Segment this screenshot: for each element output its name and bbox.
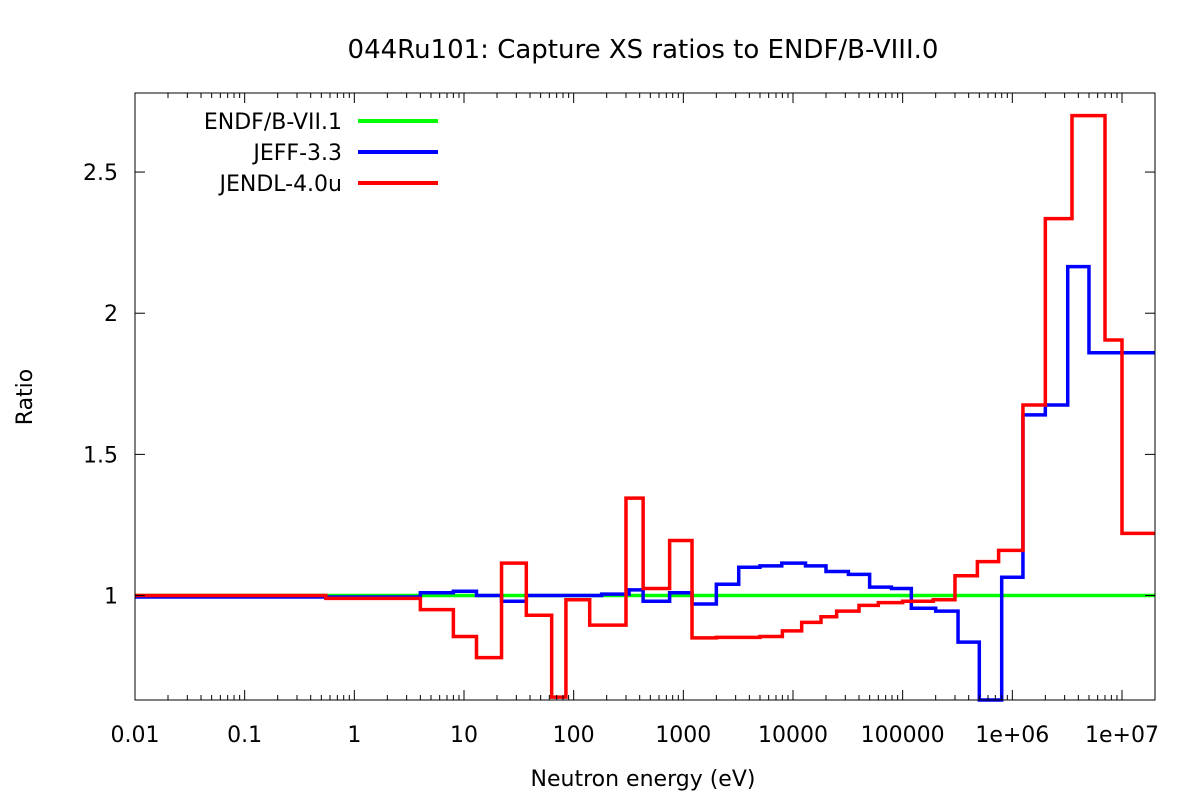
x-tick-label: 1e+07 bbox=[1085, 723, 1159, 748]
y-tick-label: 1 bbox=[104, 585, 118, 610]
x-tick-label: 100000 bbox=[861, 723, 945, 748]
series-layer bbox=[135, 113, 1155, 702]
plot-frame bbox=[134, 92, 1156, 701]
x-axis-ticks: 0.01 0.1 1 10 100 1000 10000 100000 1e+06 1e+07 bbox=[111, 93, 1159, 748]
x-tick-label: 1e+06 bbox=[975, 723, 1049, 748]
x-tick-label: 1 bbox=[347, 723, 361, 748]
x-axis-label: Neutron energy (eV) bbox=[531, 767, 756, 792]
series-line-2 bbox=[135, 264, 1155, 702]
series-line-3 bbox=[135, 113, 1155, 699]
y-tick-label: 2 bbox=[104, 302, 118, 327]
x-tick-label: 0.1 bbox=[227, 723, 262, 748]
x-tick-label: 10 bbox=[450, 723, 478, 748]
x-tick-label: 1000 bbox=[655, 723, 711, 748]
x-tick-label: 10000 bbox=[758, 723, 828, 748]
legend-label: JEFF-3.3 bbox=[251, 141, 342, 166]
y-tick-label: 1.5 bbox=[83, 443, 118, 468]
x-tick-label: 100 bbox=[553, 723, 595, 748]
legend-label: JENDL-4.0u bbox=[217, 172, 342, 197]
legend-label: ENDF/B-VII.1 bbox=[204, 110, 342, 135]
y-axis-ticks: 1 1.5 2 2.5 bbox=[83, 161, 1155, 610]
y-tick-label: 2.5 bbox=[83, 161, 118, 186]
x-tick-label: 0.01 bbox=[111, 723, 160, 748]
y-axis-label: Ratio bbox=[13, 369, 38, 425]
chart-title: 044Ru101: Capture XS ratios to ENDF/B-VI… bbox=[348, 35, 939, 65]
legend: ENDF/B-VII.1 JEFF-3.3 JENDL-4.0u bbox=[204, 110, 438, 197]
